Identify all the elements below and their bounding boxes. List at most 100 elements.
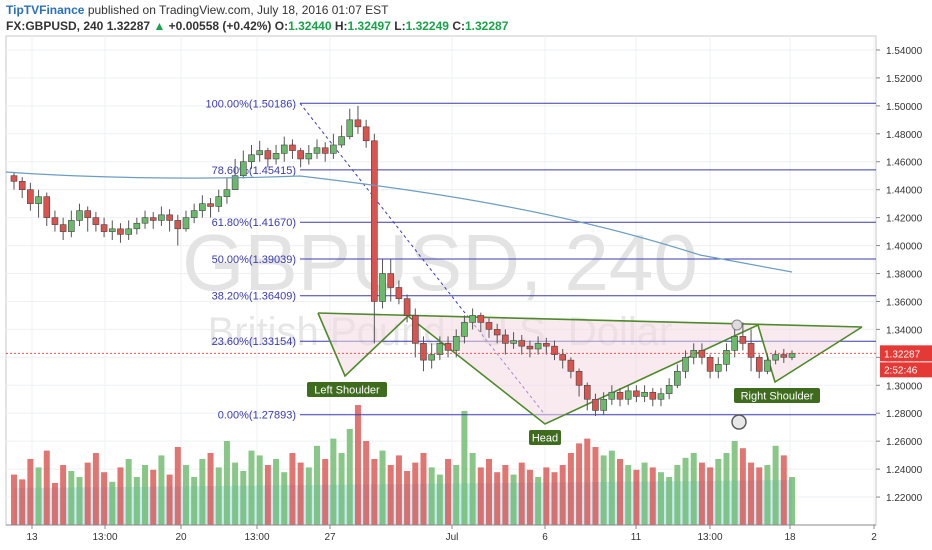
volume-bar — [35, 467, 42, 525]
candle-body — [362, 126, 370, 142]
volume-bar — [748, 462, 755, 525]
candle-body — [534, 343, 542, 350]
candle-body — [297, 150, 304, 160]
volume-bar — [297, 462, 304, 525]
volume-bar — [625, 465, 632, 525]
volume-bar — [182, 465, 189, 525]
candle-body — [452, 336, 460, 351]
volume-bar — [256, 455, 263, 525]
volume-bar — [502, 465, 509, 525]
volume-bar — [207, 453, 214, 525]
volume-bars — [11, 405, 795, 525]
publisher-link[interactable]: TipTVFinance — [6, 3, 85, 17]
candle-body — [330, 144, 337, 154]
volume-bar — [657, 472, 664, 525]
volume-bar — [592, 447, 599, 525]
open-label: O: — [274, 19, 289, 33]
quote-line: FX:GBPUSD, 240 1.32287 ▲ +0.00558 (+0.42… — [6, 18, 926, 34]
volume-bar — [363, 441, 370, 525]
fibonacci-retracement[interactable]: 100.00%(1.50186) 78.60%(1.45415) 61.80%(1.… — [205, 98, 876, 422]
volume-bar — [142, 465, 149, 525]
volume-bar — [150, 469, 157, 525]
triangle-up-icon: ▲ — [153, 19, 166, 33]
volume-bar — [223, 441, 230, 525]
candle-body — [379, 273, 386, 302]
volume-bar — [674, 465, 681, 525]
candle-body — [723, 350, 730, 365]
time-tick-label: 13 — [26, 532, 38, 543]
volume-bar — [756, 467, 763, 525]
price-tick-label: 1.46000 — [886, 158, 923, 169]
symbol-label: FX:GBPUSD, 240 — [6, 19, 104, 33]
volume-bar — [526, 469, 533, 525]
volume-bar — [608, 450, 615, 525]
volume-bar — [731, 441, 738, 525]
volume-bar — [682, 457, 689, 525]
moving-average-line — [5, 171, 793, 273]
volume-bar — [453, 465, 460, 525]
pattern-outline — [317, 312, 863, 425]
volume-bar — [772, 445, 779, 525]
time-tick-label: Jul — [446, 532, 459, 543]
volume-bar — [346, 429, 353, 525]
volume-bar — [633, 469, 640, 525]
candle-body — [133, 222, 141, 230]
volume-bar — [518, 462, 525, 525]
volume-bar — [641, 462, 648, 525]
time-tick-label: 20 — [175, 532, 187, 543]
volume-bar — [215, 467, 222, 525]
volume-bar — [19, 479, 26, 525]
price-tick-label: 1.52000 — [886, 74, 923, 85]
countdown-label: 2:52:46 — [884, 365, 918, 376]
candle-body — [600, 398, 607, 411]
volume-bar — [92, 453, 99, 525]
volume-bar — [461, 411, 468, 525]
candle-body — [100, 224, 108, 232]
candle-body — [338, 136, 345, 146]
candle-body — [149, 217, 157, 221]
volume-bar — [649, 467, 656, 525]
volume-bar — [338, 453, 345, 525]
candle-body — [518, 340, 526, 347]
volume-bar — [322, 459, 329, 525]
fib-level-label: 0.00%(1.27893) — [218, 410, 296, 422]
candle-body — [387, 273, 395, 288]
candle-body — [493, 329, 501, 336]
price-tick-label: 1.44000 — [886, 186, 923, 197]
candle-body — [411, 315, 419, 344]
fib-level-label: 100.00%(1.50186) — [205, 98, 296, 110]
candle-body — [199, 203, 206, 211]
pattern-labels: Left Shoulder Head Right Shoulder — [307, 382, 820, 445]
volume-bar — [445, 459, 452, 525]
volume-bar — [387, 465, 394, 525]
price-tick-label: 1.50000 — [886, 102, 923, 113]
volume-bar — [379, 450, 386, 525]
candle-body — [706, 357, 714, 372]
volume-bar — [248, 450, 255, 525]
volume-bar — [232, 462, 239, 525]
candle-body — [174, 220, 182, 230]
candle-body — [436, 343, 444, 355]
candle-body — [35, 196, 42, 204]
volume-bar — [68, 471, 75, 525]
volume-bar — [133, 477, 140, 525]
volume-bar — [43, 450, 50, 525]
candle-body — [92, 217, 100, 225]
candle-body — [215, 196, 223, 207]
volume-bar — [27, 459, 34, 525]
candle-body — [207, 203, 214, 207]
close-value: 1.32287 — [464, 19, 509, 33]
candle-body — [657, 393, 665, 400]
price-tick-label: 1.42000 — [886, 214, 923, 225]
volume-bar — [84, 462, 91, 525]
volume-bar — [600, 455, 607, 525]
volume-bar — [117, 467, 124, 525]
time-tick-label: 18 — [784, 532, 796, 543]
candle-body — [575, 371, 583, 386]
candle-body — [182, 217, 190, 230]
candle-body — [755, 357, 763, 372]
candle-body — [485, 322, 493, 330]
candle-body — [665, 384, 673, 394]
volume-bar — [289, 453, 296, 525]
